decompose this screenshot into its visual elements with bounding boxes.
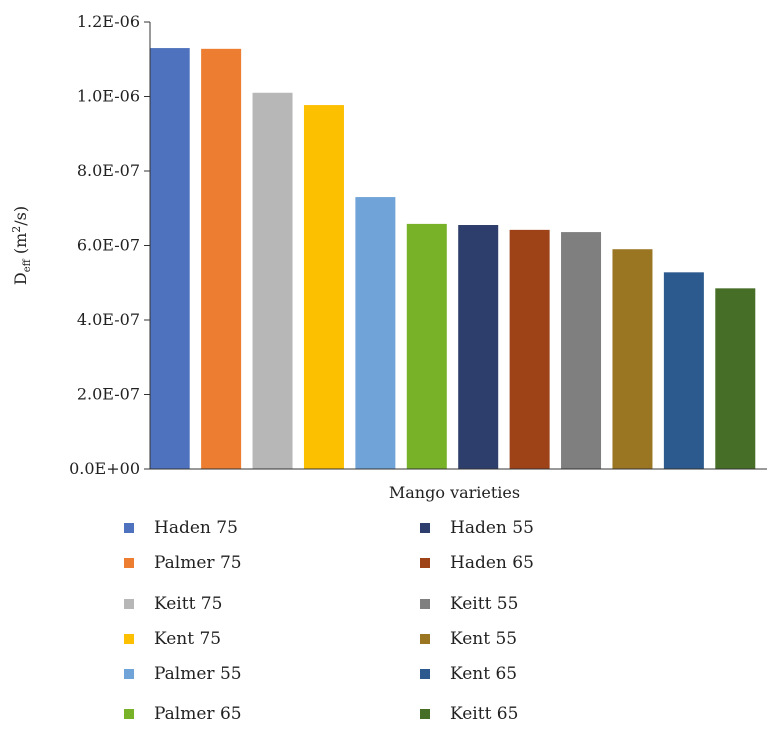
y-axis-ticks: 0.0E+00 2.0E-07 4.0E-07 6.0E-07 8.0E-07 1.0E-…	[69, 12, 150, 478]
legend-label: Keitt 55	[450, 594, 518, 614]
x-axis-title: Mango varieties	[389, 483, 520, 502]
legend-label: Haden 55	[450, 518, 534, 538]
bar-haden-65	[509, 229, 550, 469]
y-tick-label: 2.0E-07	[77, 385, 140, 404]
bar-keitt-75	[252, 92, 293, 470]
bar-haden-75	[149, 48, 190, 469]
y-tick-label: 6.0E-07	[77, 236, 140, 255]
bar-keitt-55	[561, 232, 602, 469]
bar-palmer-65	[406, 223, 447, 469]
legend-label: Palmer 75	[154, 553, 242, 573]
legend-item: Keitt 75	[124, 594, 222, 614]
y-tick-label: 1.2E-06	[77, 12, 140, 31]
legend-label: Haden 75	[154, 518, 238, 538]
legend-swatch	[420, 709, 430, 719]
legend-item: Haden 65	[420, 553, 534, 573]
legend-label: Palmer 65	[154, 704, 242, 724]
legend-swatch	[124, 523, 134, 533]
legend-swatch	[124, 669, 134, 679]
legend-swatch	[420, 669, 430, 679]
bar-kent-55	[612, 249, 653, 469]
y-tick-label: 1.0E-06	[77, 87, 140, 106]
bar-kent-75	[303, 105, 344, 469]
bars	[149, 48, 756, 470]
legend-label: Haden 65	[450, 553, 534, 573]
legend-item: Palmer 75	[124, 553, 242, 573]
legend-item: Kent 65	[420, 664, 517, 684]
legend-label: Kent 65	[450, 664, 517, 684]
legend-swatch	[124, 558, 134, 568]
legend-item: Haden 55	[420, 518, 534, 538]
bar-kent-65	[663, 272, 704, 469]
y-tick-label: 0.0E+00	[69, 459, 140, 478]
legend-item: Kent 55	[420, 629, 517, 649]
bar-palmer-75	[201, 48, 242, 469]
legend-item: Palmer 65	[124, 704, 242, 724]
legend-item: Haden 75	[124, 518, 238, 538]
legend-item: Keitt 65	[420, 704, 518, 724]
legend-swatch	[124, 599, 134, 609]
legend-swatch	[124, 634, 134, 644]
legend-item: Palmer 55	[124, 664, 242, 684]
y-tick-label: 8.0E-07	[77, 161, 140, 180]
legend-item: Keitt 55	[420, 594, 518, 614]
y-tick-label: 4.0E-07	[77, 310, 140, 329]
legend-label: Keitt 65	[450, 704, 518, 724]
legend-swatch	[420, 523, 430, 533]
legend-swatch	[420, 634, 430, 644]
legend: Haden 75 Palmer 75 Keitt 75 Kent 75 Palmer 5…	[124, 518, 534, 724]
y-axis-title: Deff (m2/s)	[10, 206, 33, 285]
legend-swatch	[420, 558, 430, 568]
bar-palmer-55	[355, 197, 396, 469]
legend-label: Palmer 55	[154, 664, 242, 684]
legend-swatch	[420, 599, 430, 609]
bar-haden-55	[458, 225, 499, 469]
legend-item: Kent 75	[124, 629, 221, 649]
legend-label: Kent 55	[450, 629, 517, 649]
legend-swatch	[124, 709, 134, 719]
legend-label: Kent 75	[154, 629, 221, 649]
bar-keitt-65	[715, 288, 756, 469]
legend-label: Keitt 75	[154, 594, 222, 614]
